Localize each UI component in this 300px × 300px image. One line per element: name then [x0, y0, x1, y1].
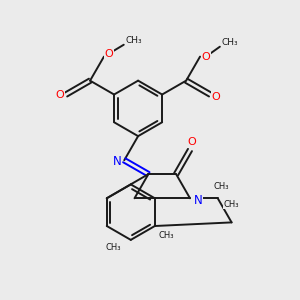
Text: O: O: [56, 89, 64, 100]
Text: CH₃: CH₃: [224, 200, 239, 209]
Text: N: N: [194, 194, 202, 207]
Text: CH₃: CH₃: [159, 231, 175, 240]
Text: O: O: [202, 52, 210, 61]
Text: O: O: [212, 92, 220, 101]
Text: O: O: [188, 137, 196, 147]
Text: CH₃: CH₃: [105, 243, 121, 252]
Text: CH₃: CH₃: [125, 36, 142, 45]
Text: CH₃: CH₃: [214, 182, 230, 191]
Text: N: N: [113, 155, 122, 168]
Text: CH₃: CH₃: [221, 38, 238, 47]
Text: O: O: [104, 49, 113, 59]
